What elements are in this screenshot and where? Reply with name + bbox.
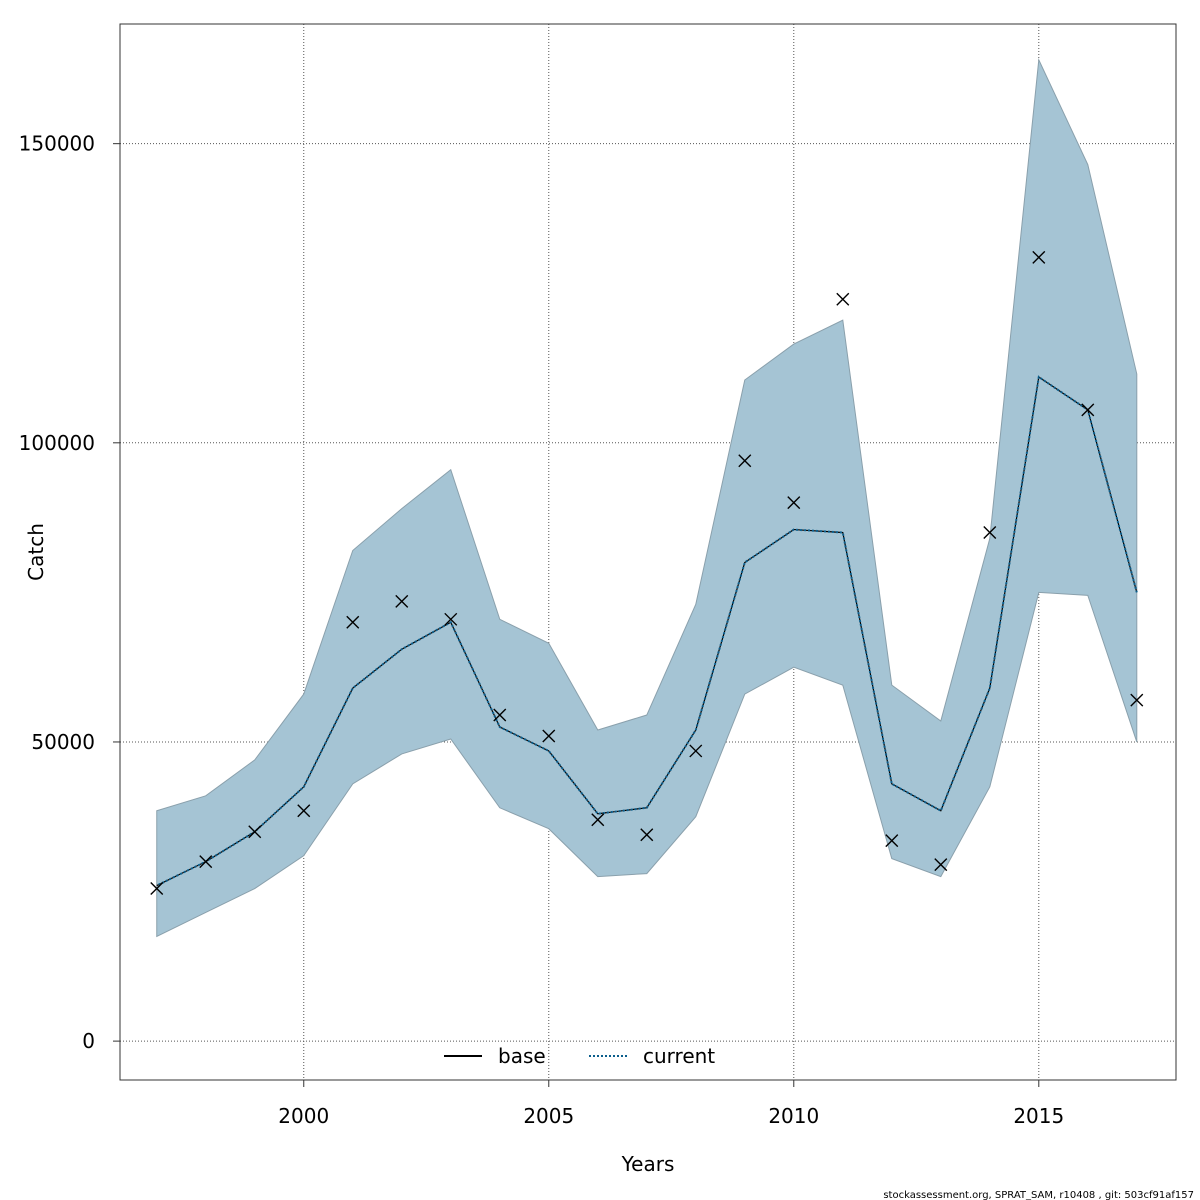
observed-point	[934, 858, 948, 872]
observed-point	[346, 615, 360, 629]
x-tick-label: 2015	[1013, 1104, 1064, 1128]
current-line	[156, 375, 1138, 887]
x-axis: 2000 2005 2010 2015	[278, 1080, 1064, 1128]
observed-point	[689, 744, 703, 758]
x-axis-title: Years	[621, 1152, 675, 1176]
y-tick-label: 100000	[19, 431, 95, 455]
observed-point	[395, 594, 409, 608]
footer-note: stockassessment.org, SPRAT_SAM, r10408 ,…	[883, 1190, 1194, 1200]
observed-point	[493, 708, 507, 722]
observed-point	[199, 855, 213, 869]
observed-point	[1081, 403, 1095, 417]
observed-point	[248, 825, 262, 839]
confidence-band-area	[156, 58, 1138, 938]
observed-point	[542, 729, 556, 743]
observed-point	[297, 804, 311, 818]
observed-point	[836, 292, 850, 306]
y-tick-label: 50000	[31, 730, 95, 754]
observed-point	[787, 496, 801, 510]
y-axis: 0 50000 100000 150000	[19, 132, 120, 1053]
legend-label-current: current	[643, 1044, 715, 1068]
current-line-shadow	[156, 375, 1138, 887]
x-tick-label: 2005	[523, 1104, 574, 1128]
observed-point	[1130, 693, 1144, 707]
y-axis-title: Catch	[24, 523, 48, 581]
legend: base current	[444, 1044, 715, 1068]
confidence-band	[156, 58, 1138, 938]
observed-point	[591, 813, 605, 827]
observed-point	[885, 834, 899, 848]
x-tick-label: 2000	[278, 1104, 329, 1128]
y-tick-label: 0	[82, 1029, 95, 1053]
observed-point	[640, 828, 654, 842]
observed-points	[150, 250, 1144, 896]
y-tick-label: 150000	[19, 132, 95, 156]
observed-point	[983, 526, 997, 540]
x-tick-label: 2010	[768, 1104, 819, 1128]
observed-point	[150, 882, 164, 896]
observed-point	[1032, 250, 1046, 264]
current-series	[156, 375, 1138, 887]
legend-label-base: base	[498, 1044, 546, 1068]
observed-point	[444, 612, 458, 626]
observed-point	[738, 454, 752, 468]
plot-frame	[119, 23, 1177, 1081]
